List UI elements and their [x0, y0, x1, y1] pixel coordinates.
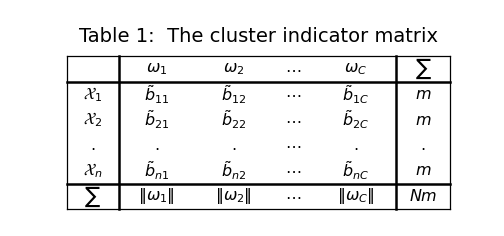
Text: $\tilde{b}_{22}$: $\tilde{b}_{22}$: [221, 109, 246, 131]
Text: $\mathcal{X}_n$: $\mathcal{X}_n$: [83, 162, 102, 180]
Text: $m$: $m$: [415, 87, 431, 102]
Text: $\|\omega_1\|$: $\|\omega_1\|$: [139, 186, 175, 206]
Text: Table 1:  The cluster indicator matrix: Table 1: The cluster indicator matrix: [79, 27, 438, 46]
Text: $\omega_2$: $\omega_2$: [223, 61, 244, 77]
Text: $\cdots$: $\cdots$: [285, 87, 301, 102]
Text: $\tilde{b}_{21}$: $\tilde{b}_{21}$: [144, 109, 169, 131]
Text: $\omega_1$: $\omega_1$: [146, 61, 167, 77]
Text: $\|\omega_C\|$: $\|\omega_C\|$: [337, 186, 374, 206]
Text: $\|\omega_2\|$: $\|\omega_2\|$: [215, 186, 252, 206]
Text: $\mathcal{X}_2$: $\mathcal{X}_2$: [83, 111, 102, 129]
Text: $\tilde{b}_{n2}$: $\tilde{b}_{n2}$: [221, 160, 246, 182]
Text: $\tilde{b}_{nC}$: $\tilde{b}_{nC}$: [342, 160, 369, 182]
Text: $.$: $.$: [353, 138, 358, 153]
Text: $m$: $m$: [415, 164, 431, 178]
Text: $\cdots$: $\cdots$: [285, 62, 301, 77]
Text: $.$: $.$: [420, 138, 426, 153]
Text: $\cdots$: $\cdots$: [285, 189, 301, 204]
Text: $\sum$: $\sum$: [415, 57, 431, 81]
Text: $\cdots$: $\cdots$: [285, 164, 301, 178]
Text: $\mathcal{X}_1$: $\mathcal{X}_1$: [83, 85, 102, 104]
Text: $\omega_C$: $\omega_C$: [344, 61, 367, 77]
Text: $\sum$: $\sum$: [84, 184, 101, 209]
Text: $\cdots$: $\cdots$: [285, 138, 301, 153]
Text: $.$: $.$: [90, 138, 95, 153]
Text: $\cdots$: $\cdots$: [285, 113, 301, 128]
Text: $m$: $m$: [415, 113, 431, 128]
Text: $.$: $.$: [154, 138, 159, 153]
Text: $\tilde{b}_{n1}$: $\tilde{b}_{n1}$: [144, 160, 169, 182]
Text: $\tilde{b}_{12}$: $\tilde{b}_{12}$: [221, 83, 246, 106]
Text: $\tilde{b}_{1C}$: $\tilde{b}_{1C}$: [342, 83, 369, 106]
Text: $\tilde{b}_{11}$: $\tilde{b}_{11}$: [144, 83, 169, 106]
Text: $Nm$: $Nm$: [409, 188, 437, 204]
Text: $\tilde{b}_{2C}$: $\tilde{b}_{2C}$: [342, 109, 369, 131]
Text: $.$: $.$: [231, 138, 236, 153]
